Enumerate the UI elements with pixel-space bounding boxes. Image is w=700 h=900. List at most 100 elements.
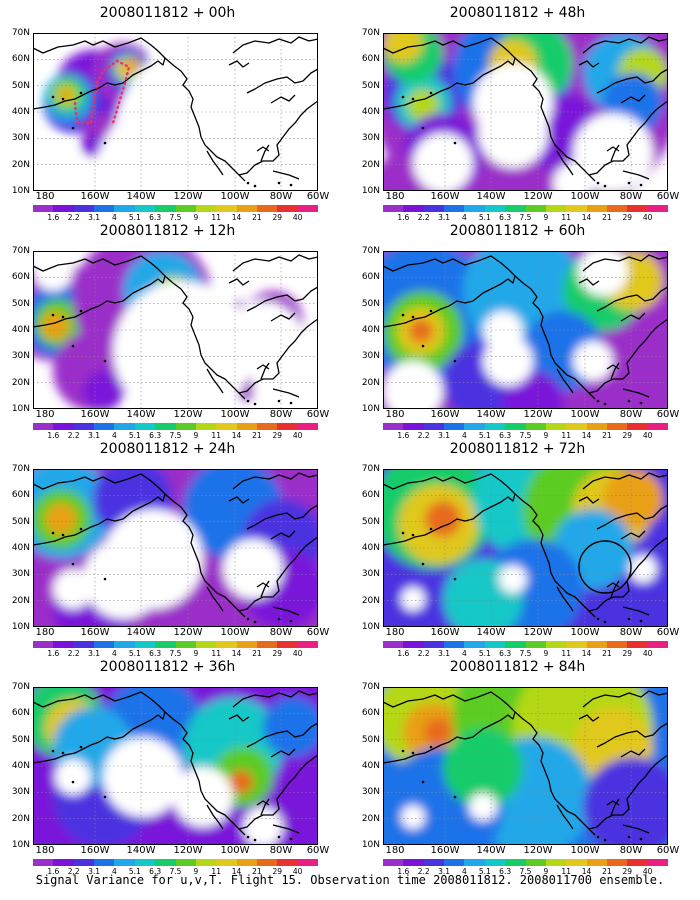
colorbar-swatch xyxy=(627,205,648,212)
panel-lead-time: 60h xyxy=(558,223,586,239)
colorbar-swatch xyxy=(505,859,526,866)
lat-label: 50N xyxy=(361,298,380,309)
colorbar-labels: 1.6 2.2 3.1 4 5.1 6.3 7.5 9 11 14 21 29 40 xyxy=(33,214,318,223)
colorbar-label: 6.3 xyxy=(149,213,162,222)
lat-label: 40N xyxy=(11,107,30,117)
coastline xyxy=(33,36,318,188)
lat-label: 70N xyxy=(11,28,30,38)
colorbar-swatch xyxy=(53,423,74,430)
colorbar-swatch xyxy=(403,423,424,430)
colorbar-swatch xyxy=(606,859,628,866)
lon-label: 60W xyxy=(656,409,680,420)
lon-label: 60W xyxy=(656,627,680,638)
lat-label: 20N xyxy=(361,159,380,170)
colorbar-swatch xyxy=(423,641,445,648)
variance-field xyxy=(383,469,668,627)
panel-date: 2008011812 xyxy=(449,223,539,239)
coastline xyxy=(33,690,318,842)
coastline xyxy=(383,254,668,406)
graticule xyxy=(33,687,318,845)
lon-label: 160W xyxy=(430,409,460,420)
colorbar-label: 9 xyxy=(543,431,549,440)
panel-date: 2008011812 xyxy=(449,5,539,21)
colorbar-label: 5.1 xyxy=(478,649,491,658)
variance-field xyxy=(383,687,668,845)
panel-lead-time: 72h xyxy=(558,441,586,457)
colorbar-labels: 1.6 2.2 3.1 4 5.1 6.3 7.5 9 11 14 21 29 40 xyxy=(383,432,668,441)
colorbar-swatch xyxy=(297,423,319,430)
panel-date: 2008011812 xyxy=(99,223,189,239)
panel-date: 2008011812 xyxy=(99,5,189,21)
colorbar-swatch xyxy=(277,641,298,648)
colorbar-swatch xyxy=(297,205,319,212)
variance-map xyxy=(383,251,668,409)
colorbar-swatch xyxy=(566,859,587,866)
lat-label: 70N xyxy=(361,28,380,38)
colorbar xyxy=(383,641,669,648)
lon-label: 100W xyxy=(570,409,600,420)
colorbar-label: 6.3 xyxy=(499,649,512,658)
colorbar-swatch xyxy=(94,423,115,430)
lon-label: 80W xyxy=(269,845,293,856)
colorbar-label: 14 xyxy=(581,431,592,440)
lon-label: 160W xyxy=(430,845,460,856)
colorbar-swatch xyxy=(545,641,567,648)
colorbar-swatch xyxy=(277,859,298,866)
colorbar-label: 2.2 xyxy=(417,649,430,658)
colorbar-swatch xyxy=(94,205,115,212)
panel-plus: + xyxy=(192,441,205,457)
colorbar-swatch xyxy=(444,859,465,866)
lat-label: 40N xyxy=(11,543,30,553)
lat-label: 40N xyxy=(11,325,30,335)
lon-label: 80W xyxy=(619,627,643,638)
lat-label: 40N xyxy=(361,107,380,117)
lat-label: 60N xyxy=(11,490,30,501)
lat-label: 50N xyxy=(11,298,30,309)
colorbar-swatch xyxy=(297,641,319,648)
lat-label: 10N xyxy=(11,622,30,632)
lon-label: 140W xyxy=(126,845,156,856)
graticule xyxy=(33,251,318,409)
colorbar-swatch xyxy=(73,859,95,866)
colorbar-label: 11 xyxy=(561,431,571,440)
colorbar-swatch xyxy=(586,641,607,648)
colorbar-label: 29 xyxy=(622,213,633,222)
lon-label: 180 xyxy=(385,845,405,856)
lon-label: 100W xyxy=(220,845,250,856)
lon-label: 60W xyxy=(306,409,330,420)
colorbar-swatch xyxy=(175,205,196,212)
colorbar xyxy=(383,859,669,866)
coastline xyxy=(383,472,668,624)
map-panel-36h: 2008011812 +36h 70N 60N 50N 40N 30N 20N 10N 180 16… xyxy=(0,658,335,876)
colorbar-label: 40 xyxy=(642,867,653,876)
colorbar-swatch xyxy=(297,859,319,866)
colorbar-swatch xyxy=(277,205,298,212)
colorbar-swatch xyxy=(94,641,115,648)
colorbar-swatch xyxy=(134,641,156,648)
lon-label: 160W xyxy=(80,409,110,420)
colorbar-label: 1.6 xyxy=(397,867,410,876)
colorbar-label: 2.2 xyxy=(417,867,430,876)
colorbar-swatch xyxy=(606,423,628,430)
colorbar-label: 3.1 xyxy=(88,213,101,222)
map-panel-48h: 2008011812 +48h 70N 60N 50N 40N 30N 20N 10N 180 16… xyxy=(350,4,685,222)
lon-label: 160W xyxy=(80,845,110,856)
colorbar-label: 40 xyxy=(292,867,303,876)
colorbar-label: 4 xyxy=(462,213,467,222)
colorbar-label: 3.1 xyxy=(438,649,451,658)
lat-label: 70N xyxy=(11,682,30,692)
colorbar-label: 4 xyxy=(112,431,117,440)
panel-title: 2008011812 +60h xyxy=(350,222,685,240)
colorbar-swatch xyxy=(627,641,648,648)
variance-map xyxy=(383,469,668,627)
colorbar-swatch xyxy=(216,423,237,430)
colorbar-swatch xyxy=(114,641,135,648)
lon-label: 60W xyxy=(306,191,330,202)
colorbar-swatch xyxy=(525,641,546,648)
colorbar-label: 2.2 xyxy=(67,649,80,658)
coastline xyxy=(33,472,318,624)
colorbar-swatch xyxy=(256,423,278,430)
colorbar-swatch xyxy=(134,859,156,866)
lon-label: 100W xyxy=(220,191,250,202)
colorbar-label: 7.5 xyxy=(169,649,182,658)
